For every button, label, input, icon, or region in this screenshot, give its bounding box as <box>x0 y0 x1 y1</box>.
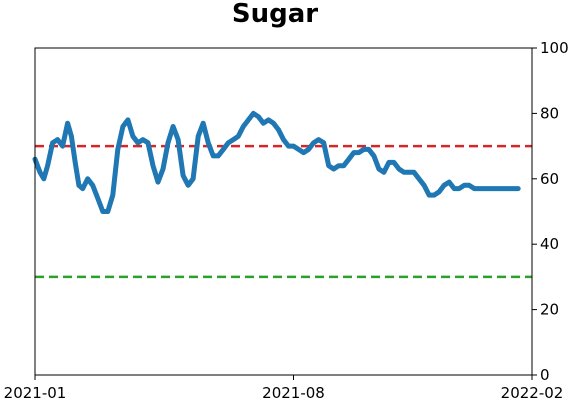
y-tick-label: 80 <box>540 104 559 122</box>
series-line <box>32 110 521 214</box>
y-tick-label: 40 <box>540 235 559 253</box>
x-tick-label: 2021-01 <box>4 384 67 402</box>
reference-lines <box>35 144 532 279</box>
y-tick-label: 100 <box>540 39 569 57</box>
y-tick-label: 60 <box>540 170 559 188</box>
y-tick-label: 20 <box>540 301 559 319</box>
y-axis: 0 20 40 60 80 100 <box>532 39 569 384</box>
plot-frame <box>34 47 533 376</box>
chart-title: Sugar <box>232 0 318 29</box>
x-tick-label: 2022-02 <box>501 384 564 402</box>
x-tick-label: 2021-08 <box>262 384 325 402</box>
x-axis: 2021-01 2021-08 2022-02 <box>4 375 564 402</box>
series-layer <box>32 110 521 214</box>
y-tick-label: 0 <box>540 366 550 384</box>
